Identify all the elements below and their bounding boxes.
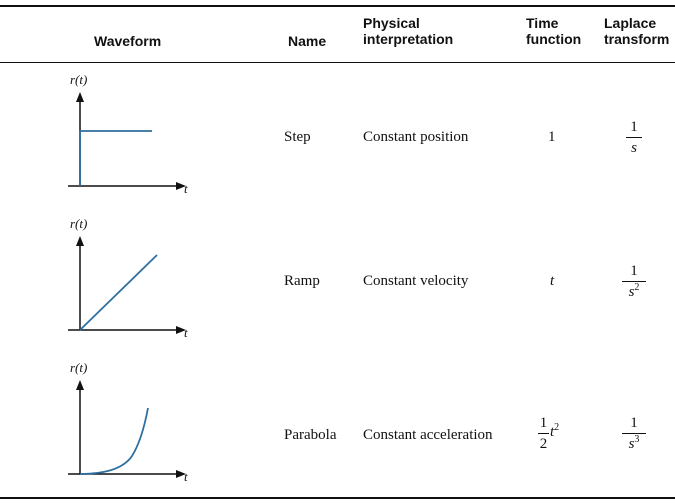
time-t-squared: t2 <box>550 422 560 440</box>
row-step-time-function: 1 <box>548 129 556 145</box>
row-parabola-name: Parabola <box>284 427 337 443</box>
row-ramp-interpretation: Constant velocity <box>363 273 469 289</box>
fraction-bar <box>622 281 646 282</box>
step-x-arrow-icon <box>176 182 186 190</box>
step-y-arrow-icon <box>76 92 84 102</box>
row-parabola-laplace-den: s3 <box>628 434 640 453</box>
header-time-function: Time function <box>526 15 581 47</box>
parabola-y-axis-label: r(t) <box>70 360 87 375</box>
ramp-x-arrow-icon <box>176 326 186 334</box>
row-step-laplace: 1 s <box>626 118 642 157</box>
header-laplace-transform: Laplace transform <box>604 15 669 47</box>
header-physical-line1: Physical <box>363 15 420 31</box>
parabola-curve <box>79 407 149 475</box>
row-step-laplace-den: s <box>631 140 637 156</box>
row-step-name: Step <box>284 129 311 145</box>
parabola-waveform-plot: r(t) t <box>68 360 188 484</box>
header-laplace-line2: transform <box>604 31 670 47</box>
header-name: Name <box>288 33 327 49</box>
fraction-bar <box>622 433 646 434</box>
ramp-waveform-plot: r(t) t <box>68 216 188 340</box>
row-ramp-name: Ramp <box>284 273 320 289</box>
parabola-x-axis-label: t <box>184 469 188 484</box>
time-frac-den: 2 <box>539 436 548 452</box>
header-physical-interpretation: Physical interpretation <box>363 15 453 47</box>
row-step-laplace-num: 1 <box>630 119 638 135</box>
header-physical-line2: interpretation <box>363 31 454 47</box>
half-fraction: 1 2 <box>538 414 549 453</box>
table-bottom-rule <box>0 497 675 499</box>
row-ramp-laplace: 1 s2 <box>622 262 646 301</box>
step-curve <box>79 130 152 186</box>
ramp-x-axis-label: t <box>184 325 188 340</box>
row-ramp-time-function: t <box>550 273 555 289</box>
row-step-interpretation: Constant position <box>363 129 469 145</box>
ramp-curve <box>79 254 158 331</box>
header-laplace-line1: Laplace <box>604 15 657 31</box>
fraction-bar <box>538 433 549 434</box>
row-parabola-laplace: 1 s3 <box>622 414 646 453</box>
row-ramp-laplace-den: s2 <box>628 282 640 301</box>
ramp-y-axis-label: r(t) <box>70 216 87 231</box>
step-y-axis-label: r(t) <box>70 72 87 87</box>
time-frac-num: 1 <box>539 415 548 431</box>
row-parabola-laplace-num: 1 <box>630 415 638 431</box>
header-waveform: Waveform <box>94 33 162 49</box>
step-x-axis-label: t <box>184 181 188 196</box>
header-time-line1: Time <box>526 15 559 31</box>
parabola-x-arrow-icon <box>176 470 186 478</box>
table-top-rule <box>0 5 675 7</box>
header-time-line2: function <box>526 31 582 47</box>
row-ramp-laplace-num: 1 <box>630 263 638 279</box>
step-waveform-plot: r(t) t <box>68 72 188 196</box>
parabola-y-arrow-icon <box>76 380 84 390</box>
row-parabola-interpretation: Constant acceleration <box>363 427 493 443</box>
fraction-bar <box>626 137 642 138</box>
table-header-rule <box>0 62 675 63</box>
ramp-y-arrow-icon <box>76 236 84 246</box>
